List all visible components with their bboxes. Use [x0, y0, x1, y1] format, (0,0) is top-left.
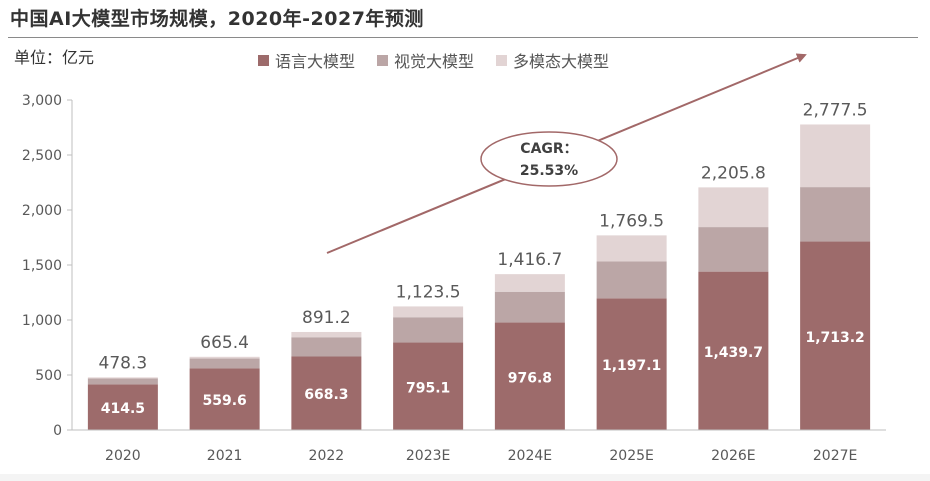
- bar-segment-multimodal: [494, 274, 565, 292]
- segment-value-label: 1,439.7: [704, 345, 763, 361]
- bar-segment-multimodal: [698, 187, 769, 228]
- bottom-strip: [0, 474, 930, 481]
- segment-value-label: 668.3: [304, 387, 348, 403]
- total-value-label: 665.4: [200, 333, 249, 353]
- bar-segment-language: [596, 298, 667, 430]
- x-tick-label: 2024E: [508, 448, 552, 464]
- bar-segment-language: [291, 356, 362, 430]
- total-value-label: 478.3: [99, 353, 148, 373]
- legend-label-multimodal: 多模态大模型: [513, 52, 610, 71]
- x-tick-label: 2020: [105, 448, 141, 464]
- bars: 414.5 478.3 559.6 665.4 668.3 891.2 795.1 1,123…: [87, 100, 871, 430]
- x-tick-label: 2026E: [711, 448, 755, 464]
- bar-segment-vision: [189, 358, 260, 369]
- y-tick-label: 1,000: [22, 313, 62, 329]
- y-tick-label: 3,000: [22, 93, 62, 109]
- total-value-label: 891.2: [302, 308, 351, 328]
- total-value-label: 1,416.7: [497, 250, 562, 270]
- legend-label-vision: 视觉大模型: [394, 52, 475, 71]
- segment-value-label: 1,713.2: [805, 330, 864, 346]
- cagr-ellipse: [480, 131, 618, 187]
- legend-swatch-vision: [377, 54, 389, 66]
- bar-segment-language: [87, 384, 158, 430]
- y-tick-label: 2,500: [22, 148, 62, 164]
- cagr-value: 25.53%: [520, 163, 578, 179]
- cagr-label: CAGR：: [520, 141, 577, 157]
- x-tick-label: 2023E: [406, 448, 450, 464]
- bar-segment-vision: [494, 291, 565, 323]
- bar-segment-multimodal: [291, 331, 362, 338]
- y-axis: 0 500 1,000 1,500 2,000 2,500 3,000: [22, 93, 73, 439]
- bar-segment-multimodal: [800, 124, 871, 188]
- total-value-label: 2,777.5: [803, 100, 868, 120]
- bar-segment-language: [393, 342, 464, 430]
- segment-value-label: 1,197.1: [602, 358, 661, 374]
- y-tick-label: 500: [35, 368, 62, 384]
- bar-segment-vision: [87, 378, 158, 385]
- legend-swatch-multimodal: [496, 54, 508, 66]
- total-value-label: 1,769.5: [599, 211, 664, 231]
- legend-swatch-language: [258, 54, 269, 66]
- bar-segment-vision: [291, 337, 362, 357]
- x-tick-label: 2021: [207, 448, 243, 464]
- legend-item-language: 语言大模型: [258, 48, 355, 72]
- bar-segment-multimodal: [189, 356, 260, 359]
- bar-segment-vision: [596, 261, 667, 299]
- bar-segment-multimodal: [393, 306, 464, 318]
- cagr-annotation: CAGR： 25.53%: [326, 53, 807, 254]
- unit-label: 单位：亿元: [14, 48, 95, 67]
- bar-segment-language: [494, 322, 565, 430]
- bar-segment-multimodal: [596, 235, 667, 262]
- total-value-label: 1,123.5: [396, 282, 461, 302]
- bar-segment-language: [698, 271, 769, 430]
- x-tick-label: 2022: [309, 448, 345, 464]
- bar-segment-vision: [393, 317, 464, 343]
- y-tick-label: 0: [53, 423, 62, 439]
- bar-segment-vision: [800, 187, 871, 242]
- legend-item-vision: 视觉大模型: [377, 48, 474, 72]
- segment-value-label: 976.8: [508, 370, 552, 386]
- segment-value-label: 795.1: [406, 380, 450, 396]
- title-divider: [8, 37, 918, 38]
- chart-title: 中国AI大模型市场规模，2020年-2027年预测: [10, 8, 424, 30]
- bar-segment-vision: [698, 227, 769, 272]
- legend-item-multimodal: 多模态大模型: [496, 48, 609, 72]
- bar-segment-language: [800, 241, 871, 430]
- x-tick-label: 2027E: [813, 448, 857, 464]
- x-axis: 2020 2021 2022 2023E 2024E 2025E 2026E 2027E: [72, 429, 886, 464]
- segment-value-label: 414.5: [101, 401, 145, 417]
- total-value-label: 2,205.8: [701, 163, 766, 183]
- bar-segment-language: [189, 368, 260, 430]
- y-tick-label: 2,000: [22, 203, 62, 219]
- legend-label-language: 语言大模型: [275, 52, 356, 71]
- y-tick-label: 1,500: [22, 258, 62, 274]
- legend: 语言大模型 视觉大模型 多模态大模型: [258, 48, 609, 72]
- bar-segment-multimodal: [87, 377, 158, 379]
- x-tick-label: 2025E: [609, 448, 653, 464]
- segment-value-label: 559.6: [202, 393, 246, 409]
